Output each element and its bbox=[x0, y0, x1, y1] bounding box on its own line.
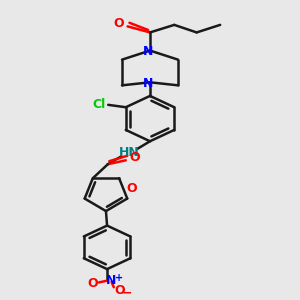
Text: +: + bbox=[115, 273, 123, 283]
Text: N: N bbox=[143, 45, 153, 58]
Text: Cl: Cl bbox=[92, 98, 105, 111]
Text: O: O bbox=[88, 277, 98, 290]
Text: N: N bbox=[143, 77, 153, 90]
Text: HN: HN bbox=[119, 146, 140, 159]
Text: N: N bbox=[106, 274, 117, 287]
Text: O: O bbox=[113, 17, 124, 31]
Text: O: O bbox=[129, 151, 140, 164]
Text: O: O bbox=[126, 182, 137, 195]
Text: O: O bbox=[114, 284, 125, 297]
Text: −: − bbox=[122, 287, 132, 300]
